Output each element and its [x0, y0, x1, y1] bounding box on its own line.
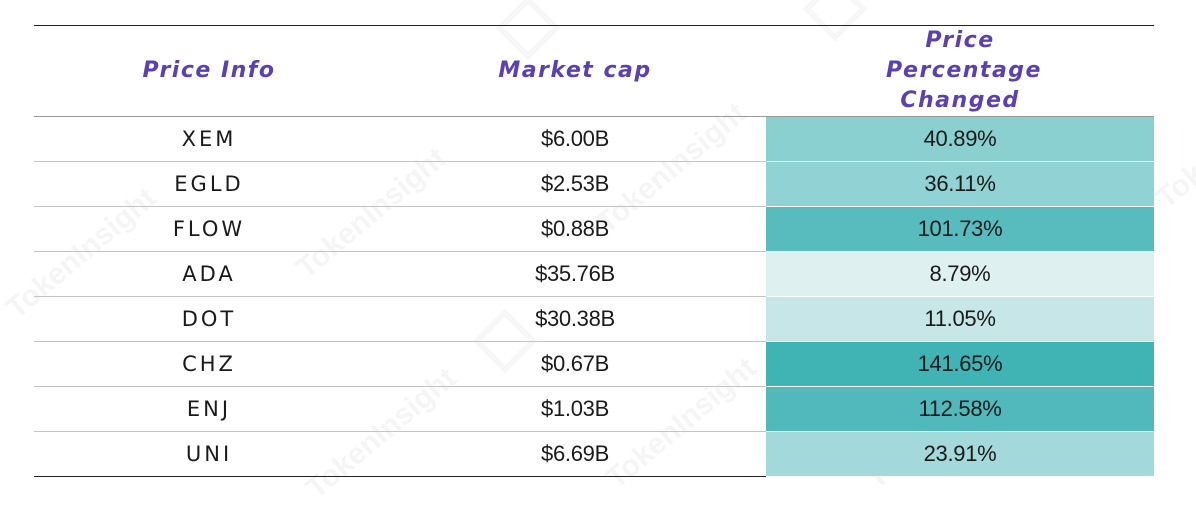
symbol-cell: UNI	[185, 442, 233, 466]
table-row: DOT $30.38B 11.05%	[34, 296, 1154, 342]
table-row: XEM $6.00B 40.89%	[34, 116, 1154, 162]
symbol-cell: CHZ	[182, 352, 236, 376]
symbol-cell: ADA	[182, 262, 236, 286]
symbol-cell: FLOW	[172, 217, 246, 241]
pct-change-cell: 8.79%	[766, 251, 1154, 297]
table-row: EGLD $2.53B 36.11%	[34, 161, 1154, 207]
table-header: Price Info Market cap Price Percentage C…	[34, 25, 1154, 117]
pct-change-cell: 11.05%	[766, 296, 1154, 342]
symbol-cell: XEM	[181, 127, 237, 151]
pct-change-cell: 112.58%	[766, 386, 1154, 432]
symbol-cell: DOT	[181, 307, 237, 331]
watermark-text: TokenInsight	[1150, 71, 1196, 216]
market-cap-cell: $1.03B	[541, 396, 609, 421]
table-row: CHZ $0.67B 141.65%	[34, 341, 1154, 387]
table-row: ADA $35.76B 8.79%	[34, 251, 1154, 297]
market-cap-cell: $2.53B	[541, 171, 609, 196]
symbol-cell: EGLD	[174, 172, 244, 196]
pct-change-cell: 141.65%	[766, 341, 1154, 387]
pct-change-cell: 40.89%	[766, 116, 1154, 162]
table-row: ENJ $1.03B 112.58%	[34, 386, 1154, 432]
market-cap-cell: $6.00B	[541, 126, 609, 151]
crypto-table: Price Info Market cap Price Percentage C…	[34, 25, 1154, 477]
market-cap-cell: $6.69B	[541, 441, 609, 466]
table-row: UNI $6.69B 23.91%	[34, 431, 1154, 477]
table-row: FLOW $0.88B 101.73%	[34, 206, 1154, 252]
symbol-cell: ENJ	[186, 397, 232, 421]
header-row: Price Info Market cap Price Percentage C…	[34, 25, 1154, 117]
market-cap-cell: $35.76B	[535, 261, 615, 286]
pct-change-cell: 36.11%	[766, 161, 1154, 207]
market-cap-cell: $0.67B	[541, 351, 609, 376]
pct-change-cell: 101.73%	[766, 206, 1154, 252]
table-body: XEM $6.00B 40.89% EGLD $2.53B 36.11% FLO…	[34, 116, 1154, 477]
header-market-cap: Market cap	[498, 58, 652, 83]
header-price-info: Price Info	[142, 58, 276, 83]
market-cap-cell: $0.88B	[541, 216, 609, 241]
market-cap-cell: $30.38B	[535, 306, 615, 331]
pct-change-cell: 23.91%	[766, 431, 1154, 477]
header-price-percentage-changed: Price Percentage Changed	[886, 28, 1042, 113]
